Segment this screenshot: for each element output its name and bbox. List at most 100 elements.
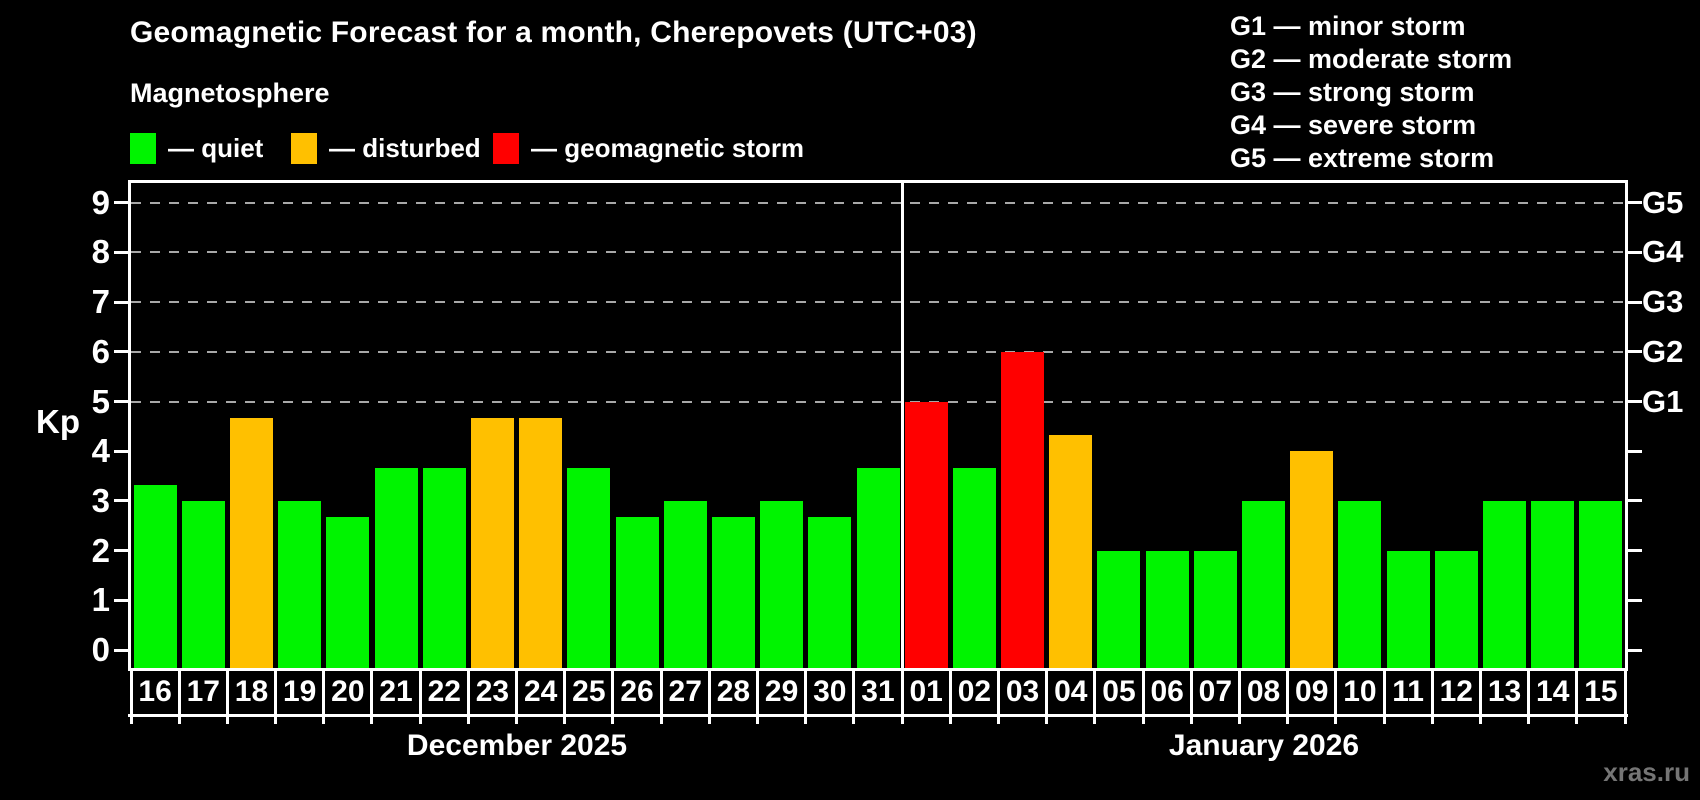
x-tick-label-day-26: 26 — [620, 675, 654, 708]
x-tick-label-day-09: 09 — [1295, 675, 1329, 708]
right-tick-3 — [1628, 499, 1642, 503]
day-boundary-tick — [370, 717, 374, 724]
y-tick-label-6: 6 — [91, 332, 110, 370]
day-boundary-tick — [1189, 717, 1193, 724]
day-boundary-tick — [1623, 717, 1627, 724]
kp-bar-day-14 — [1531, 500, 1575, 668]
x-tick-label-day-11: 11 — [1392, 675, 1424, 708]
y-axis-title: Kp — [36, 403, 80, 440]
day-boundary-tick — [659, 717, 663, 724]
month-label-january: January 2026 — [1168, 729, 1360, 762]
storm-scale-g2: G2 — moderate storm — [1230, 44, 1513, 74]
kp-bar-day-16 — [133, 484, 177, 668]
month-separator-line — [900, 183, 904, 668]
kp-bar-day-19 — [278, 500, 322, 668]
x-tick-label-day-01: 01 — [909, 675, 943, 708]
day-boundary-tick — [466, 717, 470, 724]
day-cell-separator — [707, 668, 711, 714]
day-cell-separator — [1189, 668, 1193, 714]
right-axis-label-g2: G2 — [1642, 333, 1684, 369]
gridline-kp9 — [131, 201, 1625, 204]
day-boundary-tick — [900, 717, 904, 724]
day-cell-separator — [611, 668, 615, 714]
quiet-color-swatch — [130, 132, 156, 164]
day-boundary-tick — [274, 717, 278, 724]
watermark-link[interactable]: xras.ru — [1603, 757, 1690, 787]
x-tick-label-day-27: 27 — [668, 675, 702, 708]
chart-subtitle: Magnetosphere — [130, 78, 330, 108]
y-tick-label-4: 4 — [91, 432, 110, 470]
day-boundary-tick — [707, 717, 711, 724]
day-cell-separator — [129, 668, 133, 714]
kp-bar-day-10 — [1338, 500, 1382, 668]
storm-scale-g5: G5 — extreme storm — [1230, 143, 1495, 173]
chart-title: Geomagnetic Forecast for a month, Cherep… — [130, 16, 977, 49]
y-tick-5 — [114, 400, 128, 403]
right-axis-label-g5: G5 — [1642, 184, 1684, 220]
kp-bar-day-11 — [1386, 550, 1430, 668]
day-cell-separator — [322, 668, 326, 714]
kp-bar-day-05 — [1097, 550, 1141, 668]
kp-bar-day-15 — [1579, 500, 1623, 668]
kp-bar-day-09 — [1290, 451, 1334, 668]
day-cell-separator — [274, 668, 278, 714]
right-axis-label-g4: G4 — [1642, 234, 1684, 270]
x-tick-label-day-30: 30 — [813, 675, 847, 708]
day-boundary-tick — [1382, 717, 1386, 724]
gridline-kp6 — [131, 350, 1625, 353]
storm-scale-g1: G1 — minor storm — [1230, 11, 1466, 41]
x-tick-label-day-02: 02 — [957, 675, 992, 708]
day-boundary-tick — [1237, 717, 1241, 724]
day-cell-separator — [370, 668, 374, 714]
y-tick-label-3: 3 — [91, 481, 110, 519]
kp-bar-day-03 — [1001, 351, 1045, 668]
day-cell-separator — [1430, 668, 1434, 714]
day-cell-separator — [1478, 668, 1482, 714]
day-boundary-tick — [1430, 717, 1434, 724]
y-tick-label-5: 5 — [91, 382, 110, 420]
day-cell-separator — [418, 668, 422, 714]
kp-bar-day-04 — [1049, 434, 1093, 668]
y-tick-label-8: 8 — [91, 233, 110, 271]
y-tick-label-0: 0 — [91, 631, 110, 668]
x-tick-label-day-04: 04 — [1054, 675, 1088, 708]
day-cell-separator — [948, 668, 952, 714]
kp-bar-day-30 — [808, 517, 852, 668]
x-tick-label-day-28: 28 — [716, 675, 751, 708]
y-tick-7 — [114, 300, 128, 304]
day-boundary-tick — [611, 717, 615, 724]
kp-bar-day-20 — [326, 517, 370, 668]
kp-bar-day-21 — [374, 467, 418, 668]
y-tick-0 — [114, 648, 128, 652]
day-cell-separator — [659, 668, 663, 714]
y-tick-8 — [114, 250, 128, 254]
kp-bar-day-29 — [760, 500, 804, 668]
day-cell-separator — [1141, 668, 1145, 714]
y-tick-6 — [114, 350, 128, 354]
day-cell-separator — [466, 668, 470, 714]
legend-label-disturbed: — disturbed — [329, 132, 481, 163]
right-axis-label-g3: G3 — [1642, 284, 1684, 320]
right-tick-9 — [1628, 201, 1642, 205]
day-boundary-tick — [1045, 717, 1049, 724]
x-tick-label-day-12: 12 — [1439, 675, 1473, 708]
legend-item-disturbed: — disturbed — [291, 132, 481, 164]
x-tick-label-day-21: 21 — [379, 675, 413, 708]
storm-scale-legend: G1 — minor storm G2 — moderate storm G3 … — [1230, 10, 1512, 175]
right-axis-label-g1: G1 — [1642, 383, 1684, 419]
day-boundary-tick — [418, 717, 422, 724]
day-boundary-tick — [129, 717, 133, 724]
right-tick-1 — [1628, 598, 1642, 602]
day-boundary-tick — [563, 717, 567, 724]
day-boundary-tick — [1575, 717, 1579, 724]
y-tick-2 — [114, 549, 128, 553]
day-cell-separator — [515, 668, 519, 714]
day-cell-separator — [1382, 668, 1386, 714]
y-tick-label-7: 7 — [91, 283, 110, 321]
x-tick-label-day-15: 15 — [1584, 675, 1618, 708]
day-cell-separator — [852, 668, 856, 714]
right-tick-2 — [1628, 549, 1642, 553]
kp-bar-day-28 — [711, 517, 755, 668]
legend-item-quiet: — quiet — [130, 132, 263, 164]
